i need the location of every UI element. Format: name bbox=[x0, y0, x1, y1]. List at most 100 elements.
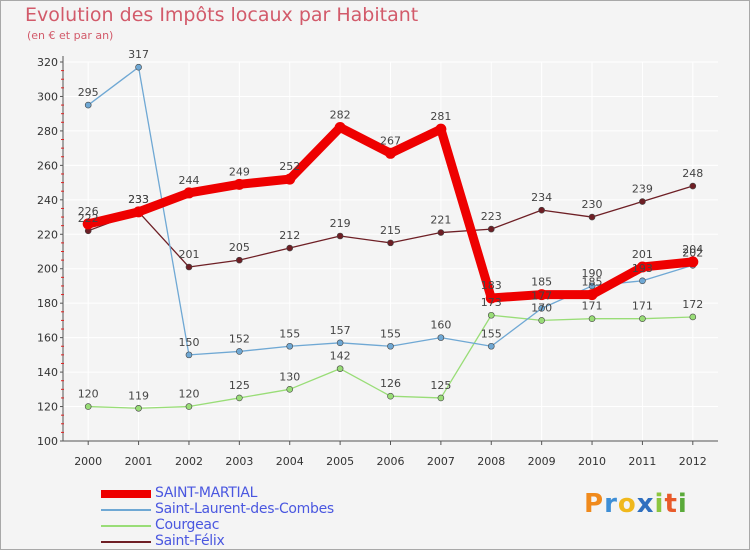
legend-label: Saint-Laurent-des-Combes bbox=[155, 501, 334, 517]
y-tick-label: 100 bbox=[37, 435, 58, 448]
data-point bbox=[236, 256, 243, 264]
x-tick-label: 2011 bbox=[628, 455, 656, 468]
data-label: 120 bbox=[178, 388, 199, 401]
data-point bbox=[185, 403, 193, 410]
data-point bbox=[183, 187, 195, 199]
data-label: 171 bbox=[632, 300, 653, 313]
data-point bbox=[538, 305, 545, 312]
data-point bbox=[536, 289, 548, 301]
data-label: 130 bbox=[279, 370, 300, 383]
y-tick-label: 320 bbox=[37, 56, 58, 69]
data-label: 233 bbox=[128, 193, 149, 206]
data-label: 249 bbox=[229, 165, 250, 178]
data-label: 223 bbox=[481, 210, 502, 223]
data-point bbox=[336, 339, 344, 347]
x-tick-label: 2000 bbox=[74, 455, 102, 468]
x-tick-label: 2002 bbox=[175, 455, 203, 468]
data-label: 221 bbox=[430, 214, 451, 227]
data-label: 190 bbox=[582, 267, 603, 280]
x-tick-label: 2008 bbox=[477, 455, 505, 468]
data-point bbox=[82, 218, 94, 230]
legend-label: Saint-Félix bbox=[155, 533, 225, 549]
y-tick-label: 260 bbox=[37, 159, 58, 172]
data-label: 248 bbox=[682, 167, 703, 180]
data-label: 160 bbox=[430, 319, 451, 332]
data-point bbox=[636, 261, 648, 273]
legend-item: Saint-Laurent-des-Combes bbox=[101, 501, 421, 518]
data-point bbox=[639, 277, 646, 285]
data-label: 317 bbox=[128, 48, 149, 61]
x-tick-label: 2003 bbox=[225, 455, 253, 468]
data-label: 219 bbox=[330, 217, 351, 230]
data-point bbox=[487, 311, 495, 319]
y-tick-label: 240 bbox=[37, 194, 58, 207]
x-tick-label: 2012 bbox=[679, 455, 707, 468]
data-label: 267 bbox=[380, 134, 401, 147]
data-label: 120 bbox=[78, 388, 99, 401]
data-point bbox=[135, 404, 142, 412]
data-point bbox=[84, 101, 92, 109]
data-label: 152 bbox=[229, 332, 250, 345]
data-label: 233 bbox=[128, 193, 149, 206]
data-label: 177 bbox=[531, 289, 552, 302]
data-point bbox=[687, 256, 699, 268]
data-label: 142 bbox=[330, 350, 351, 363]
x-tick-label: 2007 bbox=[427, 455, 455, 468]
data-point bbox=[487, 225, 495, 233]
data-point bbox=[336, 365, 344, 372]
legend-label: SAINT-MARTIAL bbox=[155, 485, 258, 501]
data-label: 170 bbox=[531, 301, 552, 314]
data-point bbox=[588, 282, 596, 290]
data-point bbox=[689, 313, 697, 321]
data-label: 282 bbox=[330, 108, 351, 121]
y-tick-label: 200 bbox=[37, 263, 58, 276]
data-label: 150 bbox=[178, 336, 199, 349]
data-point bbox=[233, 178, 245, 190]
x-tick-label: 2004 bbox=[276, 455, 304, 468]
legend-item: SAINT-MARTIAL bbox=[101, 485, 421, 502]
data-label: 185 bbox=[531, 276, 552, 289]
y-tick-label: 180 bbox=[37, 297, 58, 310]
data-point bbox=[185, 263, 193, 271]
data-label: 126 bbox=[380, 377, 401, 390]
data-point bbox=[236, 348, 243, 355]
data-point bbox=[437, 229, 445, 236]
proxiti-logo: Proxiti bbox=[584, 489, 688, 519]
data-label: 222 bbox=[78, 212, 99, 225]
data-label: 119 bbox=[128, 389, 149, 402]
data-label: 172 bbox=[682, 298, 703, 311]
x-tick-label: 2009 bbox=[528, 455, 556, 468]
data-label: 183 bbox=[481, 279, 502, 292]
data-point bbox=[538, 206, 545, 214]
data-point bbox=[689, 182, 697, 190]
data-label: 230 bbox=[582, 198, 603, 211]
data-label: 155 bbox=[380, 327, 401, 340]
data-point bbox=[437, 334, 445, 341]
data-label: 173 bbox=[481, 296, 502, 309]
data-label: 202 bbox=[682, 246, 703, 259]
legend-swatch bbox=[101, 525, 151, 527]
data-label: 244 bbox=[178, 174, 199, 187]
data-point bbox=[588, 213, 596, 221]
data-label: 239 bbox=[632, 183, 653, 196]
data-point bbox=[387, 342, 394, 350]
y-tick-label: 160 bbox=[37, 332, 58, 345]
legend-item: Saint-Félix bbox=[101, 533, 421, 549]
data-label: 155 bbox=[481, 327, 502, 340]
data-label: 125 bbox=[430, 379, 451, 392]
data-label: 157 bbox=[330, 324, 351, 337]
data-point bbox=[135, 63, 142, 71]
data-point bbox=[385, 147, 396, 159]
data-label: 201 bbox=[632, 248, 653, 261]
data-label: 252 bbox=[279, 160, 300, 173]
data-label: 125 bbox=[229, 379, 250, 392]
data-label: 212 bbox=[279, 229, 300, 242]
data-point bbox=[84, 403, 92, 410]
data-label: 205 bbox=[229, 241, 250, 254]
chart-subtitle: (en € et par an) bbox=[27, 29, 114, 42]
y-tick-label: 120 bbox=[37, 401, 58, 414]
legend-item: Courgeac bbox=[101, 517, 421, 534]
data-point bbox=[485, 292, 497, 304]
legend-swatch bbox=[101, 509, 151, 511]
